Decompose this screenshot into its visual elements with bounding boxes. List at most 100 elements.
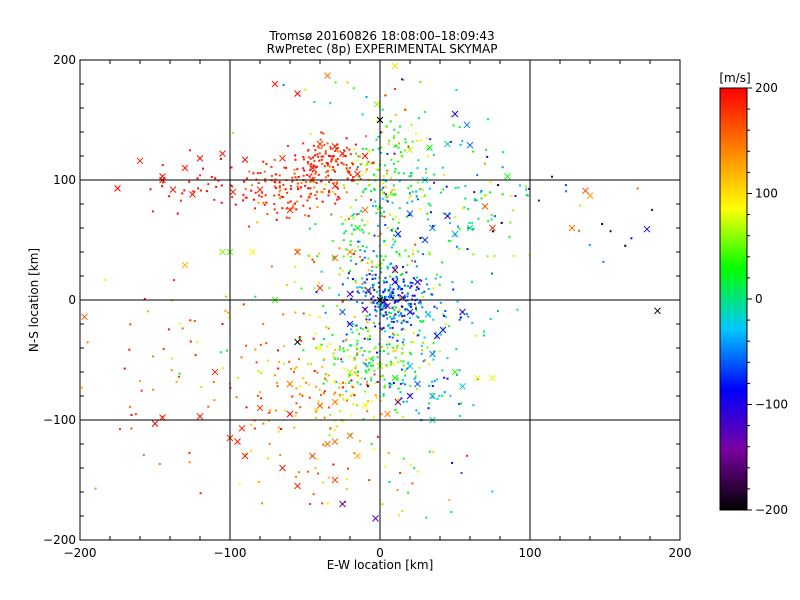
data-point xyxy=(316,190,318,193)
data-point xyxy=(314,332,317,335)
data-point xyxy=(439,301,442,304)
data-point xyxy=(624,244,627,247)
data-point xyxy=(276,212,279,214)
data-point xyxy=(395,265,398,268)
data-point xyxy=(309,503,312,505)
data-point xyxy=(399,288,402,291)
data-point xyxy=(348,172,351,174)
data-point xyxy=(334,159,337,162)
data-point xyxy=(292,204,295,207)
data-cross xyxy=(331,254,339,262)
data-cross xyxy=(339,150,346,157)
data-point xyxy=(377,147,380,150)
data-point xyxy=(387,194,390,197)
data-point xyxy=(358,332,361,335)
data-point xyxy=(270,166,273,168)
data-point xyxy=(487,118,489,121)
data-point xyxy=(342,420,345,423)
data-point xyxy=(349,240,352,243)
data-point xyxy=(393,266,395,269)
data-point xyxy=(318,159,321,162)
data-point xyxy=(340,216,343,219)
data-point xyxy=(349,344,351,347)
data-point xyxy=(368,318,371,321)
data-point xyxy=(334,255,337,258)
data-point xyxy=(351,214,354,217)
data-point xyxy=(389,316,392,319)
data-point xyxy=(334,193,337,196)
data-point xyxy=(348,355,351,358)
data-point xyxy=(397,160,400,163)
data-point xyxy=(168,328,170,331)
data-point xyxy=(395,275,398,278)
data-point xyxy=(376,435,379,438)
data-point xyxy=(390,292,393,295)
data-point xyxy=(419,139,422,142)
data-point xyxy=(383,378,386,381)
data-point xyxy=(355,159,358,162)
data-point xyxy=(368,232,371,235)
data-point xyxy=(349,395,352,397)
data-point xyxy=(416,167,419,170)
data-point xyxy=(387,313,390,316)
data-point xyxy=(283,166,286,169)
data-point xyxy=(351,233,353,235)
data-point xyxy=(383,386,386,389)
data-point xyxy=(360,346,363,349)
data-point xyxy=(377,235,380,238)
data-point xyxy=(413,378,416,380)
data-point xyxy=(304,214,307,217)
data-point xyxy=(400,151,402,154)
data-cross xyxy=(81,313,88,321)
data-point xyxy=(329,342,332,345)
data-point xyxy=(252,172,255,175)
data-cross xyxy=(406,210,414,217)
data-point xyxy=(307,215,310,217)
data-point xyxy=(352,252,355,255)
data-point xyxy=(365,246,368,249)
data-cross xyxy=(414,380,421,388)
data-point xyxy=(248,225,251,228)
data-point xyxy=(402,265,404,268)
data-point xyxy=(189,340,192,343)
data-point xyxy=(338,273,341,276)
data-point xyxy=(402,280,405,283)
data-point xyxy=(350,206,353,209)
data-point xyxy=(392,184,395,187)
data-point xyxy=(294,265,297,268)
data-point xyxy=(434,277,437,280)
data-cross xyxy=(331,476,339,484)
data-point xyxy=(428,402,431,405)
data-point xyxy=(359,249,362,252)
data-point xyxy=(415,409,418,412)
data-point xyxy=(416,198,419,201)
data-point xyxy=(411,190,414,193)
data-point xyxy=(297,187,300,190)
data-point xyxy=(421,188,424,191)
data-point xyxy=(129,405,131,408)
data-point xyxy=(346,169,349,172)
data-point xyxy=(364,164,367,167)
data-point xyxy=(298,336,301,338)
data-point xyxy=(322,443,325,446)
data-point xyxy=(389,286,392,289)
data-point xyxy=(332,393,335,396)
data-point xyxy=(365,315,368,318)
data-point xyxy=(350,344,353,347)
data-cross xyxy=(271,80,279,88)
data-point xyxy=(411,200,414,203)
data-point xyxy=(200,189,202,192)
data-point xyxy=(392,382,395,384)
data-point xyxy=(432,318,435,321)
data-point xyxy=(362,418,365,421)
data-point xyxy=(294,202,296,205)
data-point xyxy=(375,310,378,313)
data-point xyxy=(354,250,357,253)
data-point xyxy=(410,353,413,356)
data-point xyxy=(341,222,344,225)
data-point xyxy=(320,158,323,161)
data-point xyxy=(178,372,181,375)
data-point xyxy=(362,245,364,248)
y-tick-label: −200 xyxy=(43,533,76,547)
data-point xyxy=(359,349,362,352)
